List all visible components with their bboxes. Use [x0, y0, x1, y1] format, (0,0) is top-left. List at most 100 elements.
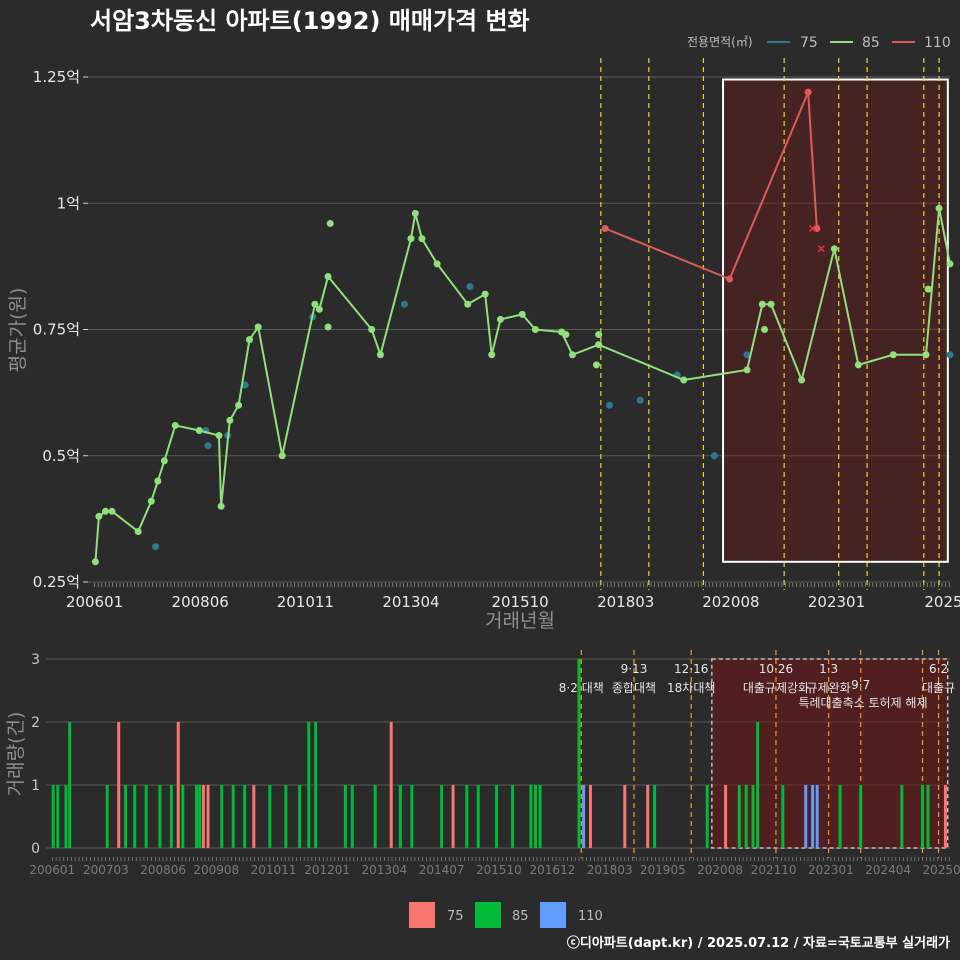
point-85 — [518, 310, 526, 318]
bar-75 — [451, 785, 455, 848]
point-75 — [241, 381, 249, 389]
point-85 — [946, 260, 954, 268]
bar-legend-label-85: 85 — [512, 909, 529, 924]
y-tick-label: 0.25억 — [33, 573, 80, 591]
bar-85 — [921, 785, 925, 848]
point-85 — [935, 204, 943, 212]
cross-110 — [808, 224, 817, 233]
main-plot: 0.25억 0.5억 0.75억 1억 1.25억 200601 200806 201011 2… — [33, 58, 960, 611]
bar-85 — [220, 785, 224, 848]
y-axis-title: 평균가(원) — [7, 288, 29, 373]
bar-85 — [243, 785, 247, 848]
point-85 — [147, 497, 155, 505]
bar-85 — [56, 785, 60, 848]
bar-y-tick-label: 1 — [31, 778, 40, 794]
legend-title: 전용면적(㎡) — [687, 35, 753, 49]
bar-110 — [804, 785, 808, 848]
bar-x-tick-label: 201905 — [640, 863, 686, 877]
bar-legend-label-75: 75 — [447, 909, 464, 924]
bar-85 — [529, 785, 533, 848]
point-85 — [481, 290, 489, 298]
bar-85 — [410, 785, 414, 848]
bar-85 — [105, 785, 109, 848]
bar-85 — [781, 785, 785, 848]
point-85 — [171, 421, 179, 429]
bar-85 — [926, 785, 930, 848]
policy-annotation-bottom: 종합대책 — [612, 680, 656, 695]
bar-x-tick-label: 200601 — [29, 863, 75, 877]
policy-annotation-bottom: 18차대책 — [667, 680, 715, 695]
bar-x-tick-label: 201803 — [587, 863, 633, 877]
bar-85 — [538, 785, 542, 848]
point-85 — [496, 315, 504, 323]
point-75 — [636, 396, 644, 404]
point-85 — [108, 507, 116, 515]
bar-75 — [943, 785, 947, 848]
bar-85 — [533, 785, 537, 848]
bar-75 — [117, 722, 121, 848]
policy-annotation-bottom: 9·7 — [851, 678, 870, 692]
point-85 — [761, 326, 769, 333]
point-85 — [680, 376, 688, 384]
point-85 — [889, 351, 897, 359]
bar-85 — [495, 785, 499, 848]
x-tick-label: 201803 — [597, 593, 654, 611]
bar-85 — [68, 722, 72, 848]
point-85 — [376, 351, 384, 359]
policy-annotation-bottom: 8·2 대책 — [559, 680, 604, 695]
bar-85 — [859, 785, 863, 848]
bar-75 — [252, 785, 256, 848]
bar-x-tick-label: 202008 — [697, 863, 743, 877]
point-85 — [592, 361, 600, 369]
point-75 — [400, 300, 408, 308]
bar-75 — [724, 785, 728, 848]
point-85 — [595, 341, 603, 349]
bar-legend-swatch-75 — [409, 902, 435, 928]
bar-legend-swatch-85 — [475, 902, 501, 928]
bar-85 — [350, 785, 354, 848]
bar-x-tick-label: 201510 — [476, 863, 522, 877]
footer-credit: ⓒ디아파트(dapt.kr) / 2025.07.12 / 자료=국토교통부 실… — [567, 935, 950, 951]
legend-label-75: 75 — [800, 35, 818, 51]
bar-75 — [201, 785, 205, 848]
y-tick-label: 1억 — [57, 194, 80, 212]
bar-legend-label-110: 110 — [578, 909, 603, 924]
bar-85 — [124, 785, 128, 848]
point-75 — [152, 543, 160, 551]
bar-x-tick-label: 202301 — [808, 863, 854, 877]
point-85 — [743, 366, 751, 374]
point-85 — [95, 512, 103, 520]
line-85 — [94, 208, 951, 562]
bar-85 — [465, 785, 469, 848]
bar-85 — [195, 785, 199, 848]
policy-annotation-bottom: 대출규제강화 — [743, 681, 809, 695]
point-85 — [418, 235, 426, 243]
bar-85 — [756, 722, 760, 848]
bar-75 — [389, 722, 393, 848]
bar-highlight-region — [711, 658, 949, 849]
bar-85 — [284, 785, 288, 848]
bar-x-tick-label: 200806 — [140, 863, 186, 877]
bar-85 — [511, 785, 515, 848]
bar-y-tick-label: 3 — [31, 652, 40, 668]
bar-y-tick-label: 0 — [31, 841, 40, 857]
legend: 전용면적(㎡) 75 85 110 — [687, 35, 951, 51]
point-85 — [433, 260, 441, 268]
bar-x-tick-label: 201201 — [304, 863, 350, 877]
point-85 — [254, 323, 262, 331]
bar-x-tick-label: 201304 — [361, 863, 407, 877]
bar-legend-swatch-110 — [540, 902, 566, 928]
bar-85 — [398, 785, 402, 848]
bar-x-tick-label: 201011 — [251, 863, 297, 877]
bar-110 — [582, 785, 586, 848]
bar-x-tick-label: 201407 — [419, 863, 465, 877]
bar-75 — [623, 785, 627, 848]
point-85 — [531, 326, 539, 333]
bar-y-tick-label: 2 — [31, 715, 40, 731]
point-85 — [368, 326, 376, 333]
bar-legend: 75 85 110 — [409, 902, 603, 928]
point-85 — [922, 351, 930, 359]
point-75 — [946, 351, 954, 359]
bar-85 — [144, 785, 148, 848]
point-75 — [606, 401, 614, 409]
